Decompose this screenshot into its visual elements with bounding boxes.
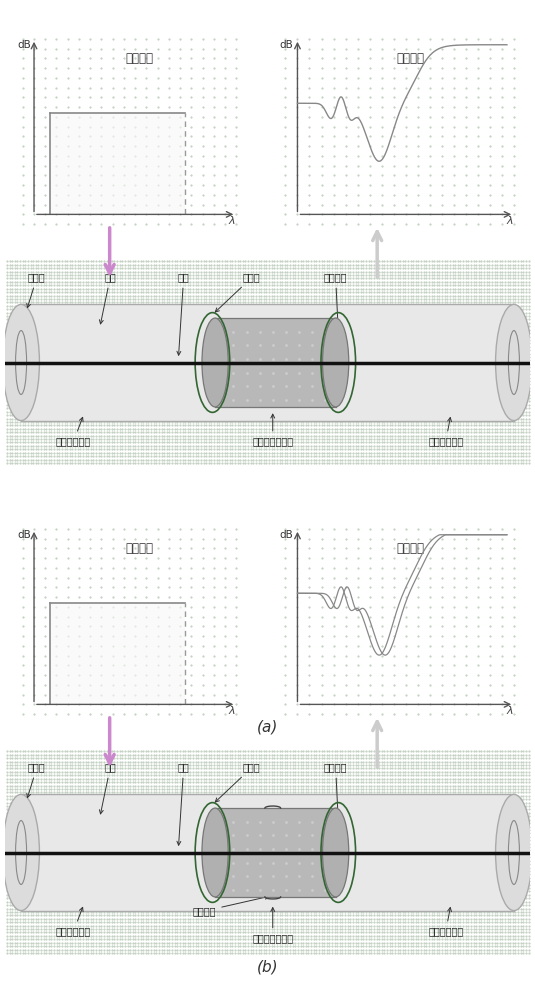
- Text: dB: dB: [17, 530, 31, 540]
- Text: dB: dB: [280, 530, 294, 540]
- Text: 涂覆层: 涂覆层: [27, 272, 45, 308]
- Text: 涂覆层: 涂覆层: [27, 762, 45, 798]
- Text: λ: λ: [506, 216, 513, 226]
- Text: 输出单模光纤: 输出单模光纤: [428, 418, 463, 446]
- Text: (a): (a): [257, 720, 278, 735]
- Text: 无纤芯多模光纤: 无纤芯多模光纤: [252, 414, 293, 446]
- Ellipse shape: [495, 304, 532, 421]
- Ellipse shape: [202, 318, 228, 407]
- Bar: [50, 603, 185, 704]
- Text: 包层: 包层: [100, 762, 116, 814]
- Ellipse shape: [3, 794, 40, 911]
- Ellipse shape: [495, 794, 532, 911]
- Text: dB: dB: [280, 40, 294, 50]
- Text: 输入单模光纤: 输入单模光纤: [56, 417, 91, 446]
- Ellipse shape: [202, 808, 228, 897]
- Text: 铁薄膜: 铁薄膜: [215, 272, 261, 312]
- Text: 透射光谱: 透射光谱: [396, 52, 425, 65]
- Text: 入射光谱: 入射光谱: [126, 52, 154, 65]
- Text: λ: λ: [506, 706, 513, 716]
- Text: 透射光谱: 透射光谱: [396, 542, 425, 555]
- Text: 包层: 包层: [100, 272, 116, 324]
- Bar: [215, 808, 335, 897]
- Ellipse shape: [323, 318, 349, 407]
- Text: λ: λ: [228, 216, 235, 226]
- Text: 入射光谱: 入射光谱: [126, 542, 154, 555]
- Bar: [21, 794, 514, 911]
- Text: λ: λ: [228, 706, 235, 716]
- Bar: [21, 304, 514, 421]
- Text: (b): (b): [257, 960, 278, 975]
- Text: 纤芯: 纤芯: [177, 762, 189, 845]
- Text: 实心包层: 实心包层: [324, 272, 347, 328]
- Text: 实心包层: 实心包层: [324, 762, 347, 818]
- Text: dB: dB: [17, 40, 31, 50]
- Text: 输入单模光纤: 输入单模光纤: [56, 907, 91, 936]
- Bar: [50, 113, 185, 214]
- Text: 输出单模光纤: 输出单模光纤: [428, 908, 463, 936]
- Text: 无纤芯多模光纤: 无纤芯多模光纤: [252, 908, 293, 943]
- Bar: [215, 318, 335, 407]
- Text: 纤芯: 纤芯: [177, 272, 189, 355]
- Text: 铁薄膜: 铁薄膜: [215, 762, 261, 802]
- Ellipse shape: [3, 304, 40, 421]
- Text: 腔蚀产物: 腔蚀产物: [193, 895, 269, 916]
- Ellipse shape: [323, 808, 349, 897]
